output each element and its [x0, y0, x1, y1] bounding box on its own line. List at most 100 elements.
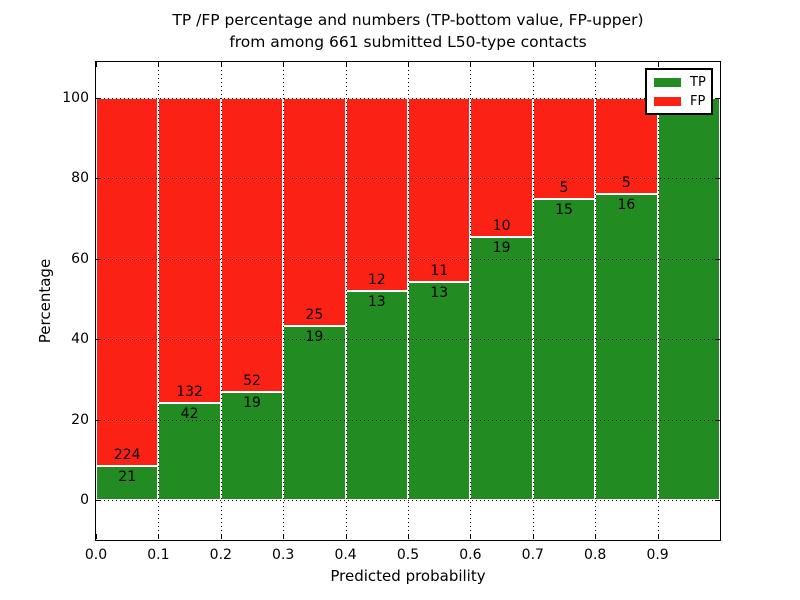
- bar-tp-segment: [470, 236, 533, 500]
- v-gridline: [220, 62, 222, 540]
- bar-tp-count-label: 21: [118, 468, 137, 485]
- y-tick-label: 80: [71, 170, 89, 187]
- x-tick-label: 0.7: [521, 547, 544, 563]
- bar-fp-count-label: 10: [492, 217, 511, 234]
- bar-tp-segment: [96, 465, 159, 500]
- bar-tp-segment: [595, 193, 658, 500]
- bar-fp-count-label: 132: [176, 383, 203, 400]
- bar-tp-segment: [532, 198, 596, 500]
- bar-fp-count-label: 11: [430, 263, 449, 280]
- bar-tp-count-label: 19: [243, 395, 261, 412]
- x-tick-label: 0.9: [646, 547, 669, 563]
- y-tickmark-left: [96, 178, 101, 180]
- x-tickmark-top: [220, 62, 222, 67]
- legend-entry-tp: TP: [647, 73, 711, 92]
- x-tickmark-bottom: [158, 534, 160, 539]
- legend: TP FP: [645, 68, 713, 115]
- bar-tp-segment: [408, 282, 471, 500]
- v-gridline: [408, 62, 409, 540]
- x-tick-label: 0.1: [147, 547, 170, 563]
- legend-entry-fp: FP: [647, 92, 711, 111]
- bar-tp-segment: [283, 326, 346, 500]
- x-tickmark-bottom: [96, 534, 97, 539]
- v-gridline: [657, 62, 659, 540]
- x-tickmark-top: [532, 62, 534, 67]
- legend-swatch-tp-icon: [654, 78, 681, 87]
- bar-fp-count-label: 224: [113, 446, 141, 463]
- bar-fp-segment: [283, 98, 346, 327]
- y-tickmark-right: [715, 339, 720, 341]
- x-tick-label: 0.3: [272, 547, 295, 563]
- bar-fp-segment: [220, 98, 284, 393]
- x-tick-label: 0.4: [334, 547, 357, 563]
- bar-tp-segment: [345, 290, 408, 500]
- y-tick-label: 100: [62, 90, 89, 106]
- y-tickmark-right: [715, 178, 720, 180]
- v-gridline: [532, 62, 534, 540]
- bar-fp-count-label: 52: [243, 373, 261, 390]
- y-tick-label: 0: [80, 492, 89, 508]
- x-tickmark-top: [470, 62, 472, 67]
- v-gridline: [470, 62, 472, 540]
- bar-tp-count-label: 16: [617, 196, 636, 213]
- bar-tp-count-label: 15: [555, 201, 573, 218]
- v-gridline: [595, 62, 597, 540]
- x-tickmark-top: [657, 62, 659, 67]
- x-tickmark-top: [158, 62, 160, 67]
- bar-fp-segment: [158, 98, 221, 403]
- legend-label-fp: FP: [690, 94, 706, 109]
- plot-area: TP FP 21 224 42 132 19 52 19 25 13 12 13 11 19 10 15 5 1…: [95, 61, 721, 541]
- bar-tp-count-label: 19: [305, 329, 324, 346]
- x-tickmark-bottom: [532, 534, 534, 539]
- bar-fp-segment: [408, 98, 471, 283]
- x-tick-label: 0.6: [459, 547, 482, 563]
- bar-tp-count-label: 13: [367, 293, 386, 310]
- x-tickmark-top: [595, 62, 597, 67]
- legend-swatch-fp-icon: [654, 97, 681, 106]
- x-tick-label: 0.5: [396, 547, 420, 563]
- chart-title-line1: TP /FP percentage and numbers (TP-bottom…: [172, 11, 644, 29]
- x-tick-label: 0.8: [584, 547, 607, 563]
- v-gridline: [283, 62, 285, 540]
- chart-title: TP /FP percentage and numbers (TP-bottom…: [96, 9, 720, 53]
- bar-fp-segment: [345, 98, 408, 291]
- legend-label-tp: TP: [690, 75, 706, 90]
- bar-tp-count-label: 13: [430, 285, 449, 302]
- y-tickmark-right: [715, 419, 720, 421]
- x-tickmark-bottom: [657, 534, 659, 539]
- y-axis-label: Percentage: [36, 258, 54, 344]
- x-tickmark-bottom: [345, 534, 347, 539]
- x-tickmark-top: [345, 62, 347, 67]
- bar-tp-segment: [657, 98, 720, 500]
- y-tickmark-left: [96, 258, 101, 260]
- y-tickmark-left: [96, 98, 101, 99]
- bar-fp-count-label: 12: [367, 271, 386, 288]
- x-tickmark-top: [96, 62, 97, 67]
- y-tickmark-right: [715, 98, 720, 99]
- bar-tp-count-label: 19: [492, 239, 511, 256]
- x-tick-label: 0.2: [209, 547, 232, 563]
- bar-tp-segment: [158, 402, 221, 500]
- bar-fp-count-label: 5: [559, 179, 569, 196]
- chart-title-line2: from among 661 submitted L50-type contac…: [229, 33, 587, 51]
- x-tickmark-bottom: [220, 534, 222, 539]
- y-tickmark-left: [96, 500, 101, 501]
- y-tick-label: 60: [71, 250, 89, 267]
- x-tickmark-bottom: [595, 534, 597, 539]
- x-tickmark-bottom: [283, 534, 285, 539]
- y-tickmark-left: [96, 419, 101, 421]
- y-tick-label: 40: [71, 331, 89, 348]
- x-tickmark-top: [283, 62, 285, 67]
- y-tickmark-right: [715, 500, 720, 501]
- bar-tp-count-label: 42: [180, 405, 199, 422]
- x-tickmark-top: [408, 62, 409, 67]
- bar-fp-segment: [470, 98, 533, 237]
- v-gridline: [158, 62, 160, 540]
- x-tick-label: 0.0: [84, 547, 108, 563]
- y-tick-label: 20: [71, 411, 89, 428]
- bar-fp-segment: [96, 98, 159, 466]
- x-axis-label: Predicted probability: [330, 567, 486, 585]
- bar-fp-count-label: 25: [305, 307, 324, 324]
- v-gridline: [345, 62, 347, 540]
